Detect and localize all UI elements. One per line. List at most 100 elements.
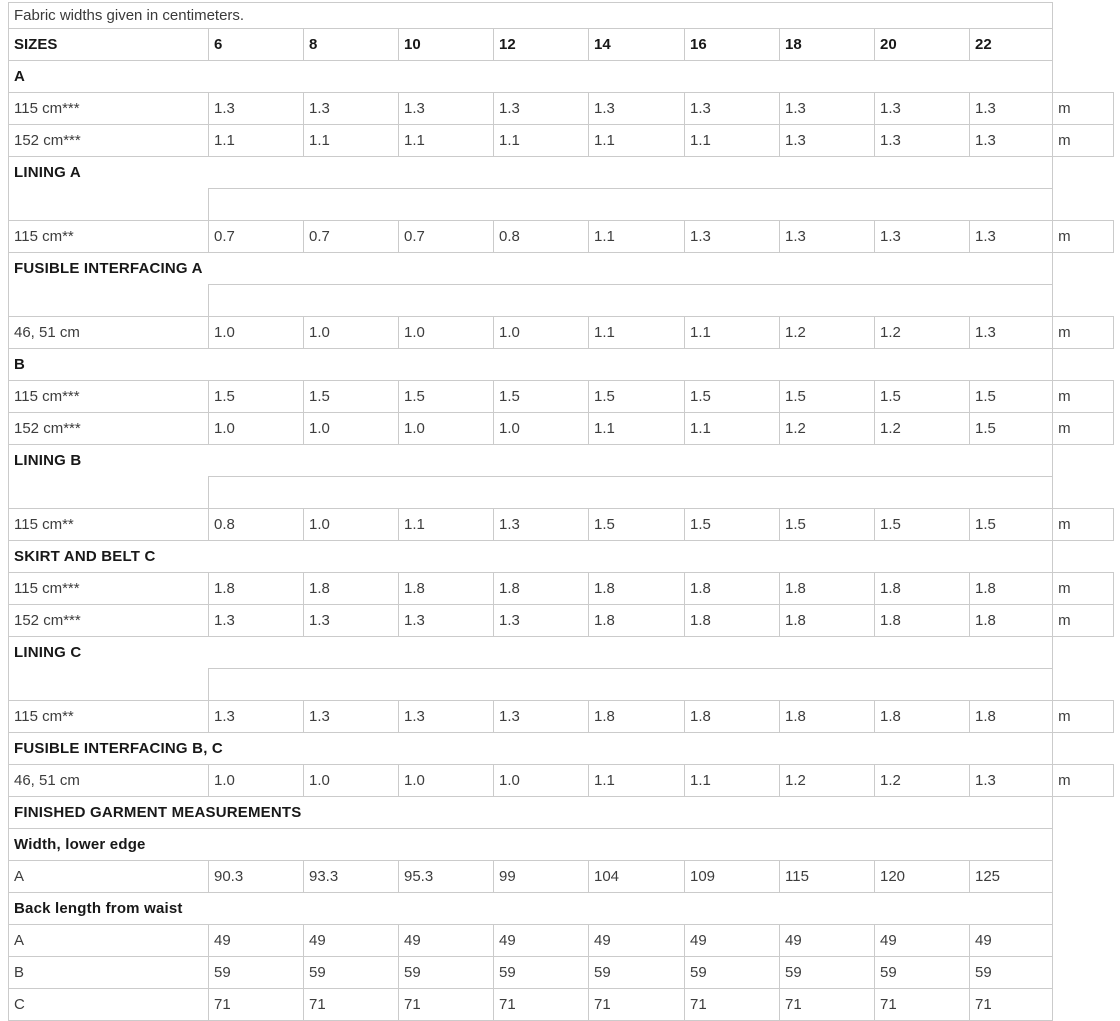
value-cell: 1.2	[779, 764, 875, 797]
value-cell: 1.0	[303, 412, 399, 445]
data-row: 115 cm** 0.8 1.0 1.1 1.3 1.5 1.5 1.5 1.5 1.5 m	[8, 508, 1115, 541]
m-col-cell	[1052, 732, 1114, 765]
spacer-cell	[8, 476, 209, 509]
value-cell: 59	[303, 956, 399, 989]
m-col-cell	[1052, 252, 1114, 285]
value-cell: 1.5	[968, 380, 1054, 413]
value-cell: 1.3	[398, 604, 494, 637]
value-cell: 59	[398, 956, 494, 989]
value-cell: 1.8	[398, 572, 494, 605]
value-cell: 1.3	[968, 124, 1054, 157]
m-col-cell	[1052, 28, 1114, 61]
data-row: A 90.3 93.3 95.3 99 104 109 115 120 125	[8, 860, 1114, 893]
section-row: FUSIBLE INTERFACING B, C	[7, 732, 1114, 765]
data-row: 115 cm** 0.7 0.7 0.7 0.8 1.1 1.3 1.3 1.3 1.3 m	[8, 220, 1115, 253]
value-cell: 1.1	[588, 124, 685, 157]
value-cell: 1.3	[303, 700, 399, 733]
value-cell: 1.8	[684, 604, 780, 637]
size-column-header: 22	[968, 28, 1054, 61]
unit-cell: m	[1052, 412, 1115, 445]
spacer-cell	[208, 284, 1053, 317]
value-cell: 1.5	[588, 380, 685, 413]
value-cell: 71	[874, 988, 970, 1021]
value-cell: 0.8	[208, 508, 304, 541]
value-cell: 1.1	[208, 124, 304, 157]
value-cell: 1.5	[968, 412, 1054, 445]
m-col-cell	[1052, 60, 1114, 93]
m-col-cell	[1052, 476, 1114, 509]
value-cell: 1.0	[303, 316, 399, 349]
sizes-header-label: SIZES	[8, 28, 209, 61]
spacer-row	[8, 284, 1114, 317]
value-cell: 1.3	[208, 92, 304, 125]
value-cell: 125	[968, 860, 1054, 893]
value-cell: 1.3	[874, 92, 970, 125]
value-cell: 1.8	[208, 572, 304, 605]
row-label: B	[8, 956, 209, 989]
section-label: FUSIBLE INTERFACING B, C	[7, 732, 1053, 765]
section-label: FUSIBLE INTERFACING A	[7, 252, 1053, 285]
value-cell: 1.5	[398, 380, 494, 413]
size-column-header: 6	[208, 28, 304, 61]
data-row: 152 cm*** 1.0 1.0 1.0 1.0 1.1 1.1 1.2 1.2 1.5 m	[8, 412, 1115, 445]
data-row: 46, 51 cm 1.0 1.0 1.0 1.0 1.1 1.1 1.2 1.2 1.3 m	[8, 316, 1115, 349]
value-cell: 71	[588, 988, 685, 1021]
value-cell: 1.5	[684, 508, 780, 541]
section-label: SKIRT AND BELT C	[7, 540, 1053, 573]
m-col-cell	[1052, 284, 1114, 317]
value-cell: 1.5	[968, 508, 1054, 541]
section-label: FINISHED GARMENT MEASUREMENTS	[7, 796, 1053, 829]
value-cell: 1.3	[303, 92, 399, 125]
value-cell: 1.0	[303, 508, 399, 541]
section-label: Back length from waist	[7, 892, 1053, 925]
spacer-cell	[208, 188, 1053, 221]
value-cell: 59	[779, 956, 875, 989]
value-cell: 1.0	[493, 316, 589, 349]
m-col-cell	[1052, 156, 1114, 189]
value-cell: 59	[208, 956, 304, 989]
value-cell: 115	[779, 860, 875, 893]
value-cell: 120	[874, 860, 970, 893]
value-cell: 1.5	[208, 380, 304, 413]
value-cell: 0.7	[398, 220, 494, 253]
value-cell: 1.5	[779, 380, 875, 413]
unit-cell: m	[1052, 124, 1115, 157]
value-cell: 1.1	[684, 316, 780, 349]
value-cell: 1.8	[493, 572, 589, 605]
m-col-cell	[1052, 668, 1114, 701]
unit-cell: m	[1052, 92, 1115, 125]
value-cell: 1.1	[684, 124, 780, 157]
section-row: B	[7, 348, 1114, 381]
section-row: SKIRT AND BELT C	[7, 540, 1114, 573]
value-cell: 1.5	[779, 508, 875, 541]
value-cell: 1.3	[398, 92, 494, 125]
value-cell: 59	[968, 956, 1054, 989]
spacer-row	[8, 476, 1114, 509]
size-column-header: 20	[874, 28, 970, 61]
value-cell: 1.1	[493, 124, 589, 157]
value-cell: 1.8	[968, 700, 1054, 733]
value-cell: 1.8	[588, 604, 685, 637]
value-cell: 1.2	[779, 316, 875, 349]
value-cell: 1.5	[493, 380, 589, 413]
value-cell: 1.3	[684, 220, 780, 253]
m-col-cell	[1052, 796, 1114, 829]
value-cell: 1.3	[874, 220, 970, 253]
section-label: LINING B	[7, 444, 1053, 477]
value-cell: 59	[684, 956, 780, 989]
row-label: 152 cm***	[8, 604, 209, 637]
section-open-row: FUSIBLE INTERFACING A	[7, 252, 1114, 285]
value-cell: 1.8	[588, 700, 685, 733]
value-cell: 1.1	[588, 316, 685, 349]
value-cell: 109	[684, 860, 780, 893]
value-cell: 1.0	[398, 412, 494, 445]
value-cell: 1.0	[493, 764, 589, 797]
value-cell: 49	[779, 924, 875, 957]
row-label: A	[8, 860, 209, 893]
value-cell: 1.3	[779, 92, 875, 125]
value-cell: 1.2	[874, 316, 970, 349]
value-cell: 1.8	[874, 604, 970, 637]
value-cell: 1.1	[398, 508, 494, 541]
value-cell: 1.8	[303, 572, 399, 605]
